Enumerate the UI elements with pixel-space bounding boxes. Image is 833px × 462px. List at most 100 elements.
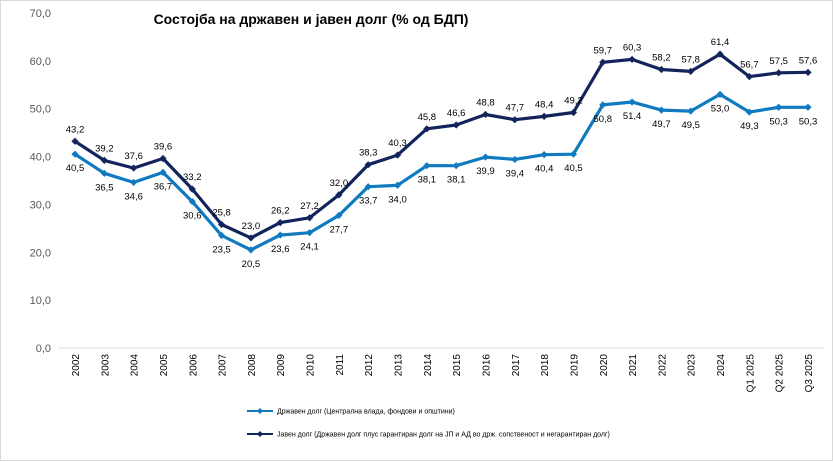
- series-1-marker: [540, 151, 548, 159]
- x-tick-label: 2013: [394, 354, 405, 377]
- series-2-marker: [335, 191, 343, 199]
- legend: Државен долг (Централна влада, фондови и…: [247, 408, 610, 439]
- series-1-marker: [423, 162, 431, 170]
- data-labels-layer: 40,5 36,5 34,6 36,7 30,6 23,5 20,5 23,6 24,1 27,7…: [66, 37, 818, 270]
- series-1-marker: [335, 211, 343, 220]
- data-label-series-2: 61,4: [711, 37, 730, 48]
- data-label-series-2: 46,6: [447, 108, 466, 119]
- x-tick-label: 2020: [599, 354, 610, 377]
- data-label-series-2: 43,2: [66, 124, 85, 135]
- x-tick-label: 2003: [100, 354, 111, 377]
- x-tick-label: Q1 2025: [745, 354, 756, 393]
- series-2-marker: [540, 112, 548, 120]
- series-1-marker: [305, 229, 314, 237]
- series-1-marker: [130, 178, 138, 187]
- data-label-series-2: 48,4: [535, 99, 554, 110]
- series-2-marker: [452, 121, 460, 129]
- x-tick-label: Q3 2025: [804, 354, 815, 393]
- data-label-series-2: 38,3: [359, 148, 378, 159]
- x-tick-label: 2015: [452, 354, 463, 377]
- chart-title: Состојба на државен и јавен долг (% од Б…: [154, 11, 469, 27]
- data-label-series-1: 24,1: [300, 242, 319, 253]
- data-label-series-1: 51,4: [623, 111, 642, 122]
- data-label-series-1: 40,5: [564, 163, 583, 174]
- data-label-series-1: 50,3: [799, 116, 818, 127]
- x-tick-label: 2014: [423, 354, 434, 377]
- x-tick-label: 2004: [130, 354, 141, 377]
- y-tick-label: 20,0: [30, 247, 51, 259]
- legend-label: Јавен долг (Државен долг плус гарантиран…: [277, 432, 610, 439]
- series-2-marker: [423, 125, 431, 133]
- data-label-series-1: 33,7: [359, 196, 378, 207]
- data-label-series-2: 58,2: [652, 52, 671, 63]
- x-tick-label: 2007: [218, 354, 229, 377]
- series-2-marker: [804, 68, 812, 76]
- data-label-series-1: 30,6: [183, 211, 202, 222]
- x-tick-label: 2017: [511, 354, 522, 377]
- data-label-series-2: 57,5: [769, 56, 788, 67]
- y-tick-label: 30,0: [30, 199, 51, 211]
- data-label-series-1: 23,5: [212, 245, 231, 256]
- series-line-2: [74, 52, 809, 240]
- y-tick-label: 0,0: [36, 343, 51, 355]
- x-tick-label: 2012: [364, 354, 375, 377]
- series-1-marker: [657, 106, 665, 114]
- data-label-series-1: 49,5: [681, 120, 700, 131]
- series-2-marker: [745, 73, 753, 81]
- series-2-marker: [130, 164, 138, 172]
- data-label-series-1: 36,7: [154, 181, 173, 192]
- series-2-marker: [481, 110, 490, 119]
- data-label-series-1: 50,3: [769, 116, 788, 127]
- y-tick-label: 60,0: [30, 56, 51, 68]
- series-1-marker: [569, 150, 578, 158]
- series-1-marker: [804, 103, 812, 111]
- data-label-series-2: 57,6: [799, 55, 818, 66]
- x-tick-label: 2021: [628, 354, 639, 377]
- series-line-1: [74, 92, 808, 252]
- data-label-series-2: 49,2: [564, 96, 583, 107]
- series-2-marker: [511, 116, 519, 124]
- data-label-series-2: 26,2: [271, 206, 290, 217]
- data-label-series-2: 59,7: [594, 45, 613, 56]
- series-1-marker: [599, 101, 607, 109]
- series-2-marker: [247, 234, 255, 242]
- x-tick-label: 2018: [540, 354, 551, 377]
- series-1-marker: [716, 90, 724, 98]
- data-label-series-2: 60,3: [623, 42, 642, 53]
- legend-label: Државен долг (Централна влада, фондови и…: [277, 409, 455, 416]
- series-1-marker: [393, 181, 402, 189]
- data-label-series-2: 40,3: [388, 138, 407, 149]
- data-label-series-1: 38,1: [418, 175, 437, 186]
- data-label-series-1: 49,3: [740, 121, 759, 132]
- x-tick-label: 2024: [716, 354, 727, 377]
- series-1-marker: [511, 155, 519, 164]
- y-tick-label: 10,0: [30, 295, 51, 307]
- series-2-marker: [628, 55, 636, 64]
- x-tick-label: 2023: [687, 354, 698, 377]
- x-tick-label: 2019: [569, 354, 580, 377]
- data-label-series-1: 27,7: [330, 224, 349, 235]
- data-label-series-1: 53,0: [711, 103, 730, 114]
- series-2-marker: [305, 214, 314, 222]
- series-layer: [71, 50, 812, 254]
- data-label-series-2: 39,6: [154, 141, 173, 152]
- data-label-series-1: 23,6: [271, 244, 290, 255]
- series-1-marker: [159, 168, 167, 176]
- data-label-series-1: 50,8: [594, 114, 613, 125]
- x-tick-label: 2016: [481, 354, 492, 377]
- series-1-marker: [452, 162, 460, 170]
- legend-swatch-marker: [257, 431, 263, 437]
- data-label-series-2: 56,7: [740, 60, 759, 71]
- x-tick-label: 2022: [657, 354, 668, 377]
- data-label-series-1: 49,7: [652, 119, 671, 130]
- data-label-series-2: 27,2: [300, 201, 319, 212]
- data-label-series-2: 23,0: [242, 221, 261, 232]
- y-tick-label: 50,0: [30, 104, 51, 116]
- series-2-marker: [657, 65, 665, 74]
- data-label-series-1: 40,5: [66, 163, 85, 174]
- series-2-marker: [218, 220, 226, 229]
- data-label-series-1: 39,9: [476, 166, 495, 177]
- x-tick-label: Q2 2025: [775, 354, 786, 393]
- series-2-marker: [599, 58, 607, 66]
